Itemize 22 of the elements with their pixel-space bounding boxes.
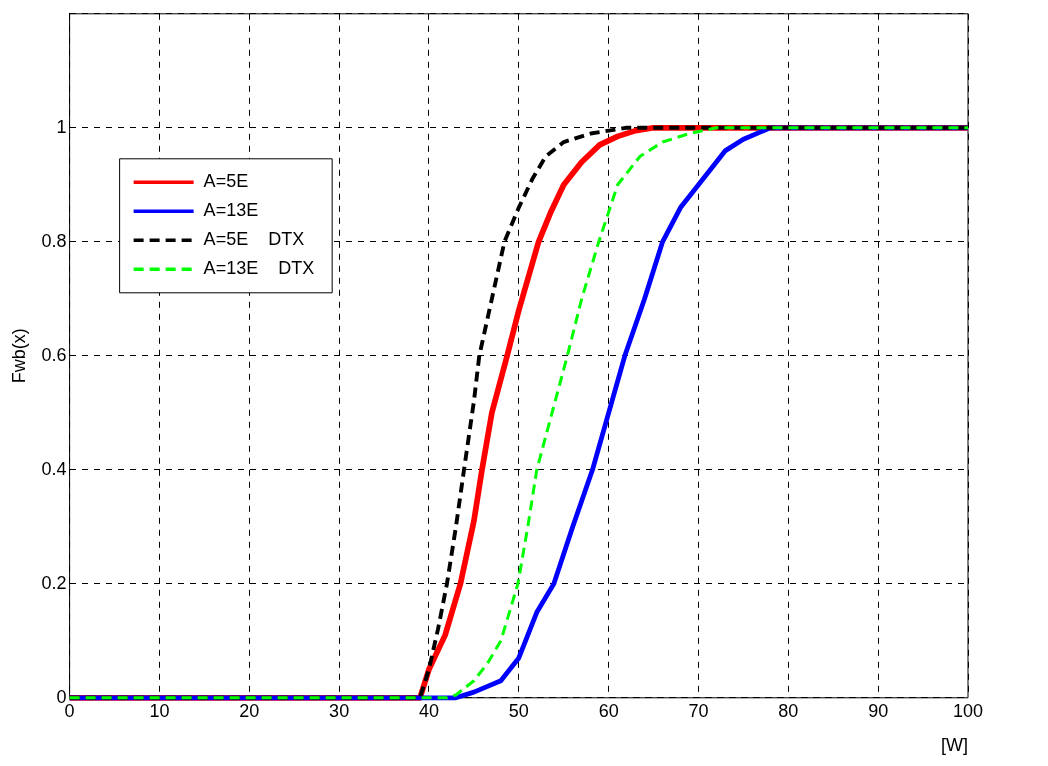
y-tick-label: 0.2 xyxy=(41,572,67,593)
y-tick-label: 1 xyxy=(56,116,67,137)
x-tick-label: 90 xyxy=(868,700,889,721)
x-tick-label: 30 xyxy=(329,700,350,721)
y-tick-label: 0.4 xyxy=(41,458,67,479)
x-tick-label: 70 xyxy=(688,700,709,721)
legend-label: A=13E DTX xyxy=(203,258,315,279)
y-axis-title: Fwb(x) xyxy=(8,328,29,384)
y-tick-label: 0.6 xyxy=(41,344,67,365)
x-tick-label: 100 xyxy=(952,700,984,721)
x-tick-label: 10 xyxy=(149,700,170,721)
x-tick-label: 80 xyxy=(778,700,799,721)
x-tick-label: 50 xyxy=(508,700,529,721)
x-tick-label: 20 xyxy=(239,700,260,721)
x-tick-label: 40 xyxy=(418,700,439,721)
legend-label: A=13E xyxy=(203,200,259,221)
x-tick-label: 60 xyxy=(598,700,619,721)
y-tick-label: 0 xyxy=(56,686,67,707)
x-axis-title: [W] xyxy=(941,735,968,756)
legend-label: A=5E xyxy=(203,171,249,192)
legend-label: A=5E DTX xyxy=(203,229,305,250)
y-tick-label: 0.8 xyxy=(41,230,67,251)
